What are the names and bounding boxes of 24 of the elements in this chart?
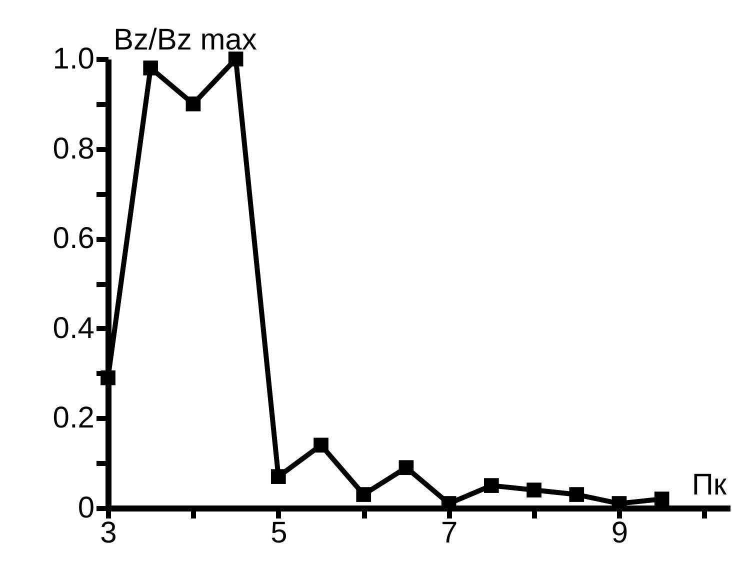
x-tick-label: 3 bbox=[100, 516, 117, 550]
y-tick-label: 0 bbox=[78, 492, 94, 524]
y-tick-label: 0.6 bbox=[52, 222, 94, 256]
point bbox=[228, 52, 244, 66]
point bbox=[569, 487, 584, 502]
x-axis-title: Пк bbox=[692, 468, 728, 502]
y-tick-label: 1.0 bbox=[52, 42, 94, 76]
y-tick-label: 0.2 bbox=[52, 402, 94, 435]
y-tick-label: 0.4 bbox=[52, 312, 94, 345]
y-axis-title: Bz/Bz max bbox=[114, 24, 257, 56]
x-tick-label: 5 bbox=[270, 516, 288, 550]
point bbox=[526, 482, 542, 498]
x-tick-label: 7 bbox=[440, 516, 458, 550]
point bbox=[356, 487, 372, 502]
point bbox=[186, 96, 201, 112]
point bbox=[143, 60, 158, 76]
y-tick-label: 0.8 bbox=[52, 132, 94, 166]
point bbox=[654, 492, 670, 506]
point bbox=[100, 370, 116, 386]
point bbox=[398, 460, 414, 476]
point bbox=[314, 438, 328, 453]
point bbox=[270, 469, 286, 484]
point bbox=[484, 478, 499, 493]
x-tick-label: 9 bbox=[611, 516, 628, 550]
